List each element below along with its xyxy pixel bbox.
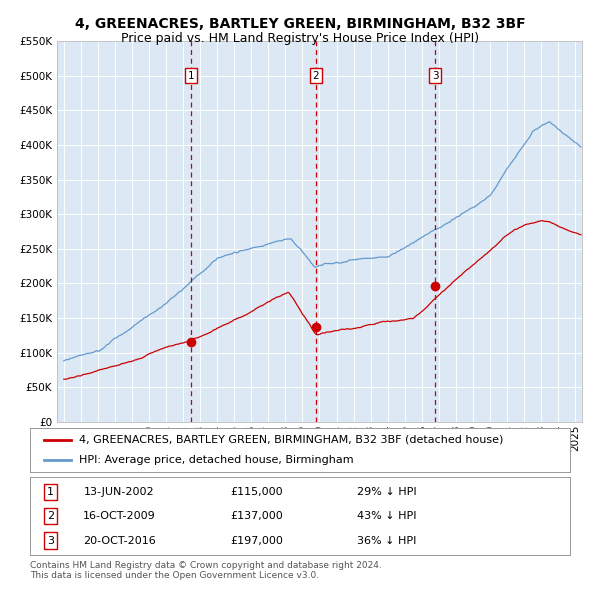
Text: £115,000: £115,000 <box>230 487 283 497</box>
Text: 4, GREENACRES, BARTLEY GREEN, BIRMINGHAM, B32 3BF: 4, GREENACRES, BARTLEY GREEN, BIRMINGHAM… <box>74 17 526 31</box>
Text: 3: 3 <box>432 71 439 81</box>
Text: 13-JUN-2002: 13-JUN-2002 <box>84 487 154 497</box>
Text: 2: 2 <box>313 71 319 81</box>
Text: 1: 1 <box>47 487 54 497</box>
Text: 29% ↓ HPI: 29% ↓ HPI <box>356 487 416 497</box>
Text: 43% ↓ HPI: 43% ↓ HPI <box>356 511 416 520</box>
Text: 2: 2 <box>47 511 54 520</box>
Text: 36% ↓ HPI: 36% ↓ HPI <box>357 536 416 546</box>
Text: 3: 3 <box>47 536 54 546</box>
Text: £137,000: £137,000 <box>230 511 283 520</box>
Text: Contains HM Land Registry data © Crown copyright and database right 2024.: Contains HM Land Registry data © Crown c… <box>30 560 382 569</box>
Text: £197,000: £197,000 <box>230 536 283 546</box>
Text: HPI: Average price, detached house, Birmingham: HPI: Average price, detached house, Birm… <box>79 455 353 465</box>
Text: 1: 1 <box>187 71 194 81</box>
Text: This data is licensed under the Open Government Licence v3.0.: This data is licensed under the Open Gov… <box>30 571 319 580</box>
Text: 20-OCT-2016: 20-OCT-2016 <box>83 536 155 546</box>
Text: 16-OCT-2009: 16-OCT-2009 <box>83 511 155 520</box>
Text: 4, GREENACRES, BARTLEY GREEN, BIRMINGHAM, B32 3BF (detached house): 4, GREENACRES, BARTLEY GREEN, BIRMINGHAM… <box>79 435 503 445</box>
Text: Price paid vs. HM Land Registry's House Price Index (HPI): Price paid vs. HM Land Registry's House … <box>121 32 479 45</box>
